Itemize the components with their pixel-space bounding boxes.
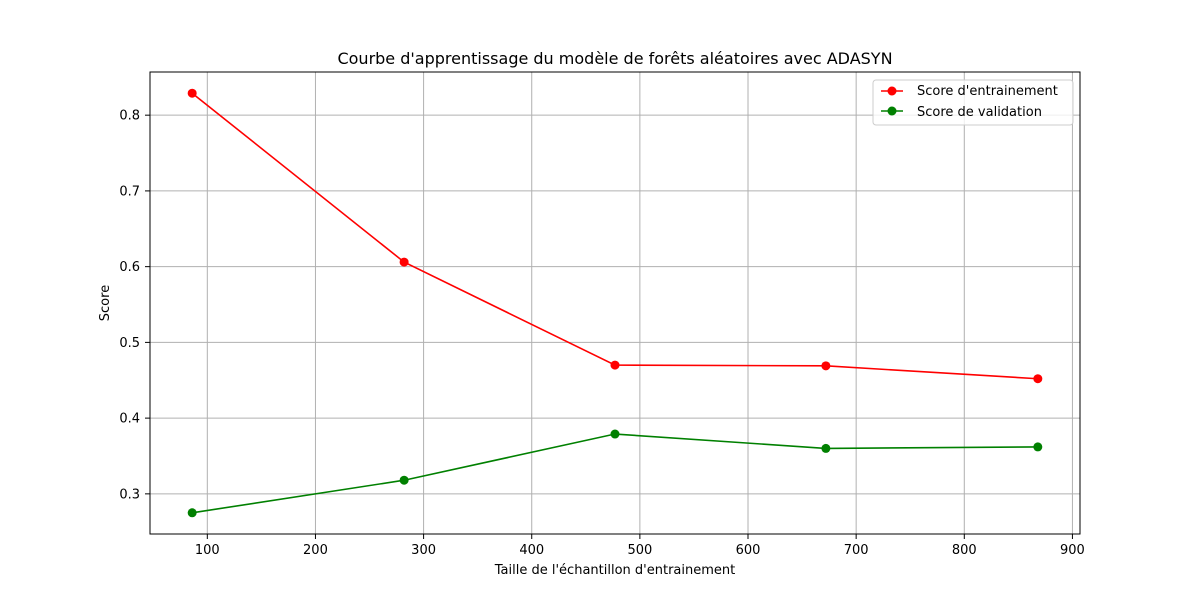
x-tick-label: 700 — [844, 543, 869, 558]
y-tick-label: 0.3 — [119, 487, 140, 502]
y-tick-label: 0.8 — [119, 109, 140, 124]
y-axis-label: Score — [98, 285, 113, 321]
y-axis-ticks: 0.3 0.4 0.5 0.6 0.7 0.8 — [119, 109, 150, 502]
x-tick-label: 600 — [736, 543, 761, 558]
legend-label-train: Score d'entrainement — [917, 84, 1058, 99]
data-point-validation — [1033, 442, 1043, 452]
y-tick-label: 0.5 — [119, 336, 140, 351]
x-tick-label: 100 — [195, 543, 220, 558]
series-group — [187, 88, 1043, 518]
grid — [150, 72, 1080, 534]
x-tick-label: 900 — [1060, 543, 1085, 558]
chart-title: Courbe d'apprentissage du modèle de forê… — [337, 49, 892, 68]
x-tick-label: 500 — [627, 543, 652, 558]
y-tick-label: 0.4 — [119, 412, 140, 427]
x-tick-label: 400 — [519, 543, 544, 558]
legend-marker-train — [887, 86, 897, 96]
data-point-validation — [399, 475, 409, 485]
legend: Score d'entrainement Score de validation — [872, 79, 1074, 126]
data-point-validation — [610, 429, 620, 439]
data-point-train — [1033, 374, 1043, 384]
x-axis-label: Taille de l'échantillon d'entrainement — [494, 563, 735, 578]
data-point-train — [821, 361, 831, 371]
y-tick-label: 0.6 — [119, 260, 140, 275]
data-point-train — [610, 360, 620, 370]
x-tick-label: 300 — [411, 543, 436, 558]
data-point-validation — [187, 508, 197, 518]
legend-label-validation: Score de validation — [917, 105, 1042, 120]
data-point-train — [399, 257, 409, 267]
x-tick-label: 200 — [303, 543, 328, 558]
data-point-train — [187, 88, 197, 98]
y-tick-label: 0.7 — [119, 184, 140, 199]
legend-marker-validation — [887, 106, 897, 116]
axes-frame — [149, 71, 1081, 535]
x-tick-label: 800 — [952, 543, 977, 558]
x-axis-ticks: 100 200 300 400 500 600 700 800 900 — [195, 534, 1085, 558]
legend-box — [872, 79, 1074, 126]
data-point-validation — [821, 443, 831, 453]
